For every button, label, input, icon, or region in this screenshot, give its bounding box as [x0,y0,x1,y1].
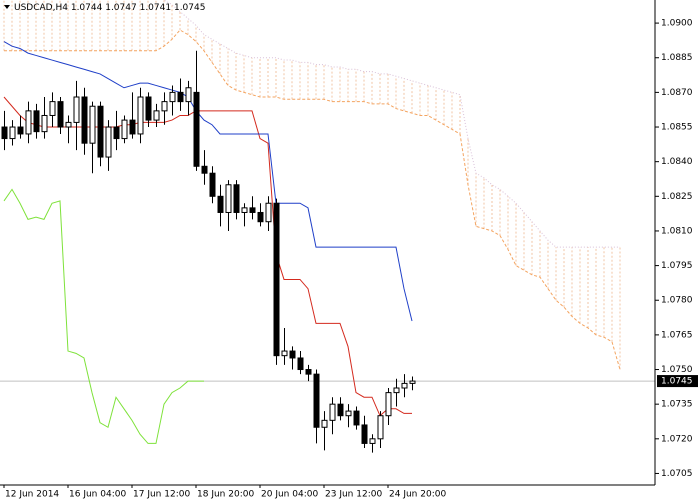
candle-body [57,101,64,128]
indicator-line [3,96,412,417]
candle-body [209,172,216,197]
candle-body [377,415,384,440]
candle-body [65,121,72,128]
y-tick-label: 1.0795 [661,261,693,271]
y-tick-label: 1.0705 [661,469,693,479]
candle-body [161,101,168,112]
x-tick-label: 17 Jun 12:00 [133,490,190,500]
y-tick-label: 1.0735 [661,400,693,410]
x-tick-label: 23 Jun 12:00 [325,490,382,500]
candle-body [193,91,200,167]
candle-body [17,126,24,135]
candle-body [385,392,392,417]
candle-body [217,195,224,213]
candle-body [33,110,40,133]
candle-body [281,350,288,357]
candle-body [401,382,408,389]
candle-body [257,211,264,223]
x-tick-label: 12 Jun 2014 [5,490,59,500]
symbol: USDCAD,H4 [14,3,68,13]
candle-body [129,119,136,135]
candle-body [329,403,336,421]
candle-body [273,202,280,357]
x-tick-label: 16 Jun 04:00 [69,490,126,500]
y-tick-label: 1.0750 [661,365,693,375]
candle-body [105,126,112,158]
y-tick-label: 1.0765 [661,330,693,340]
y-tick-label: 1.0780 [661,296,693,306]
candle-body [169,91,176,103]
candle-body [73,96,80,123]
candle-body [233,184,240,213]
candle-body [89,105,96,144]
candle-body [145,96,152,121]
price-label: 1.0745 [661,377,693,387]
price-label-box [657,375,698,388]
candle-body [9,126,16,140]
candle-body [201,165,208,174]
indicator-line [3,41,413,322]
candle-body [81,96,88,144]
y-tick-label: 1.0855 [661,123,693,133]
header-close: 1.0745 [174,3,206,13]
menu-arrow[interactable] [4,5,10,9]
x-tick-label: 24 Jun 20:00 [389,490,446,500]
candle-body [121,119,128,140]
candle-body [41,114,48,133]
header-open: 1.0744 [71,3,103,13]
candle-body [321,419,328,428]
candle-body [1,126,8,140]
y-tick-label: 1.0870 [661,88,693,98]
candle-body [113,126,120,140]
candle-body [337,403,344,417]
candle-body [25,110,32,135]
y-tick-label: 1.0840 [661,157,693,167]
candle-body [409,380,416,384]
candle-body [313,373,320,428]
candle-body [249,207,256,213]
candle-body [345,410,352,417]
candle-body [137,96,144,135]
y-tick-label: 1.0900 [661,19,693,29]
chart-header: USDCAD,H4 1.0744 1.0747 1.0741 1.0745 [14,3,205,13]
y-tick-label: 1.0810 [661,226,693,236]
candle-body [153,110,160,121]
senkou-a [4,29,621,370]
candle-body [393,387,400,394]
candle-body [265,202,272,223]
y-tick-label: 1.0720 [661,434,693,444]
header-high: 1.0747 [105,3,137,13]
candle-body [97,105,104,158]
x-tick-label: 18 Jun 20:00 [197,490,254,500]
candle-body [185,87,192,103]
x-tick-label: 20 Jun 04:00 [261,490,318,500]
candle-body [297,357,304,371]
plot-area [0,0,655,453]
candle-body [353,410,360,426]
candle-body [305,369,312,375]
candle-body [49,101,56,116]
candle-body [177,91,184,103]
candle-body [361,424,368,444]
candle-body [369,438,376,444]
candle-body [225,184,232,213]
indicator-line [3,188,204,444]
candle-body [241,207,248,213]
candle-body [289,350,296,359]
y-tick-label: 1.0825 [661,192,693,202]
y-tick-label: 1.0885 [661,53,693,63]
header-low: 1.0741 [140,3,172,13]
